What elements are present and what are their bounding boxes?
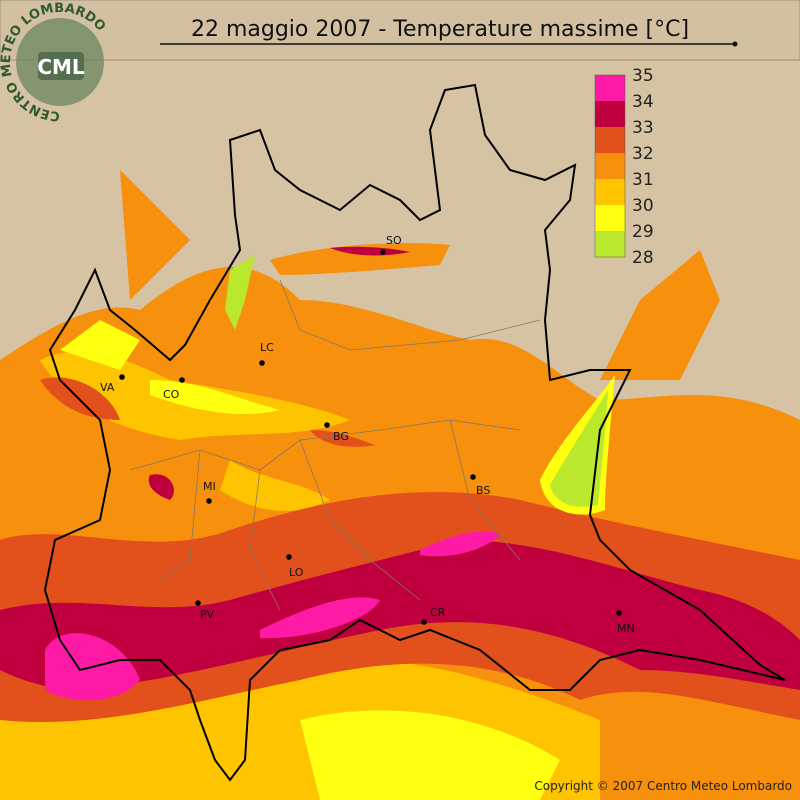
temperature-band (150, 380, 280, 415)
legend-label: 31 (632, 170, 654, 190)
region-border (43, 83, 786, 782)
city-label: LC (260, 341, 274, 354)
temperature-band (225, 255, 255, 330)
city-dot (421, 619, 427, 625)
province-borders (129, 279, 541, 611)
city-dot (380, 249, 386, 255)
temperature-band (310, 430, 375, 447)
copyright: Copyright © 2007 Centro Meteo Lombardo (534, 779, 792, 793)
title-dot (732, 41, 738, 47)
temperature-fields (0, 170, 800, 800)
legend-label: 33 (632, 118, 654, 138)
legend-label: 35 (632, 66, 654, 86)
temperature-band (148, 474, 174, 500)
legend-label: 28 (632, 248, 654, 268)
header-band (0, 0, 800, 61)
legend: 35 34 33 32 31 30 29 28 (594, 66, 654, 268)
legend-label: 30 (632, 196, 654, 216)
city-label: BS (476, 484, 490, 497)
city-label: VA (100, 381, 115, 394)
city-label: BG (333, 430, 349, 443)
temperature-band (330, 246, 410, 256)
temperature-band (120, 170, 190, 300)
legend-swatch (595, 179, 625, 205)
temperature-band (600, 250, 720, 380)
legend-label: 32 (632, 144, 654, 164)
temperature-band (420, 530, 500, 557)
legend-swatch (595, 127, 625, 153)
legend-swatch (595, 153, 625, 179)
city-dot (206, 498, 212, 504)
legend-frame (594, 74, 626, 258)
temperature-band (90, 335, 126, 357)
legend-swatch (595, 231, 625, 257)
legend-swatch (595, 205, 625, 231)
temperature-band (220, 460, 330, 511)
city-dot (324, 422, 330, 428)
legend-swatch (595, 75, 625, 101)
city-label: PV (200, 608, 215, 621)
logo-text: CML (37, 55, 85, 79)
temperature-band (0, 540, 800, 690)
temperature-band (260, 597, 380, 639)
city-dot (195, 600, 201, 606)
city-label: LO (289, 566, 304, 579)
city-dot (179, 377, 185, 383)
title: 22 maggio 2007 - Temperature massime [°C… (191, 17, 689, 42)
city-dot (470, 474, 476, 480)
city-label: CR (430, 606, 446, 619)
legend-label: 34 (632, 92, 654, 112)
city-label: SO (386, 234, 402, 247)
legend-swatch (595, 101, 625, 127)
temperature-band (300, 710, 560, 800)
city-dot (259, 360, 265, 366)
city-label: MI (203, 480, 216, 493)
city-label: MN (617, 622, 635, 635)
city-label: CO (163, 388, 180, 401)
legend-label: 29 (632, 222, 654, 242)
city-dot (286, 554, 292, 560)
cities: SO LC VA CO BG MI BS LO PV CR MN (100, 234, 635, 635)
logo-badge (38, 52, 84, 80)
city-dot (616, 610, 622, 616)
city-dot (119, 374, 125, 380)
